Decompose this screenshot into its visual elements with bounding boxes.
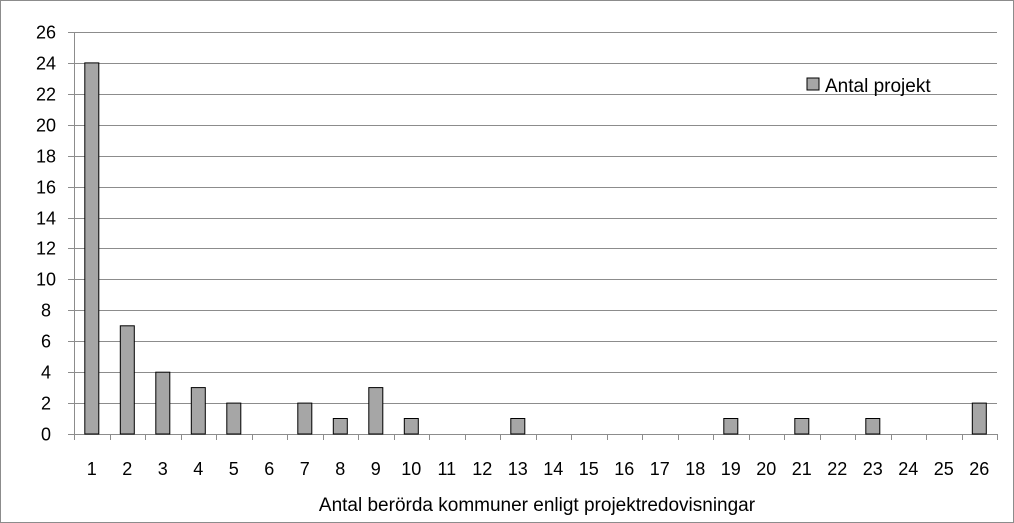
x-axis-ticks: 1 2 3 4 5 6 7 8 9 10 11 12 13 14 15 16 17 18 19 20 21 22 23 24 2… <box>74 434 998 479</box>
y-tick-label: 14 <box>36 209 56 229</box>
x-tick-label: 24 <box>898 459 918 479</box>
x-tick-label: 25 <box>934 459 954 479</box>
y-tick-label: 2 <box>41 394 51 414</box>
x-tick-label: 13 <box>508 459 528 479</box>
bar <box>84 62 100 435</box>
bar <box>119 325 135 435</box>
x-tick-label: 11 <box>437 459 456 479</box>
x-tick-label: 15 <box>579 459 599 479</box>
y-tick-label: 16 <box>36 178 56 198</box>
y-tick-label: 18 <box>36 147 56 167</box>
x-tick-label: 17 <box>650 459 670 479</box>
y-tick-label: 8 <box>41 301 51 321</box>
bar <box>865 418 881 435</box>
x-tick-label: 5 <box>229 459 239 479</box>
legend: Antal projekt <box>806 76 931 97</box>
y-tick-label: 26 <box>36 23 56 43</box>
x-tick-label: 21 <box>792 459 812 479</box>
bar <box>226 402 242 435</box>
x-tick-label: 3 <box>158 459 168 479</box>
x-tick-label: 20 <box>756 459 776 479</box>
bar <box>155 371 171 435</box>
bar <box>794 418 810 435</box>
legend-swatch <box>806 77 820 91</box>
y-tick-label: 4 <box>41 363 51 383</box>
x-tick-label: 8 <box>335 459 345 479</box>
x-tick-label: 2 <box>122 459 132 479</box>
x-tick-label: 12 <box>472 459 492 479</box>
x-tick-label: 14 <box>543 459 563 479</box>
x-tick-label: 16 <box>614 459 634 479</box>
legend-label: Antal projekt <box>825 76 931 97</box>
y-tick-label: 0 <box>41 425 51 445</box>
x-tick-label: 22 <box>827 459 847 479</box>
x-tick-label: 19 <box>721 459 741 479</box>
x-tick-label: 10 <box>401 459 421 479</box>
y-tick-label: 10 <box>36 270 56 290</box>
bar <box>332 418 348 435</box>
bar <box>510 418 526 435</box>
y-tick-label: 22 <box>36 85 56 105</box>
x-tick-label: 9 <box>371 459 381 479</box>
bar <box>723 418 739 435</box>
bar <box>971 402 987 435</box>
x-tick-label: 23 <box>863 459 883 479</box>
x-tick-label: 1 <box>87 459 97 479</box>
y-tick-label: 20 <box>36 116 56 136</box>
x-tick-label: 18 <box>685 459 705 479</box>
bar <box>190 387 206 435</box>
x-tick-label: 7 <box>300 459 310 479</box>
bar <box>297 402 313 435</box>
x-axis-title: Antal berörda kommuner enligt projektred… <box>319 495 756 516</box>
bar <box>403 418 419 435</box>
x-tick-label: 6 <box>264 459 274 479</box>
gridlines <box>74 32 997 435</box>
x-tick-label: 26 <box>969 459 989 479</box>
y-tick-label: 24 <box>36 54 56 74</box>
bar <box>368 387 384 435</box>
y-tick-label: 6 <box>41 332 51 352</box>
bars <box>84 62 987 435</box>
x-tick-label: 4 <box>193 459 203 479</box>
y-tick-label: 12 <box>36 239 56 259</box>
